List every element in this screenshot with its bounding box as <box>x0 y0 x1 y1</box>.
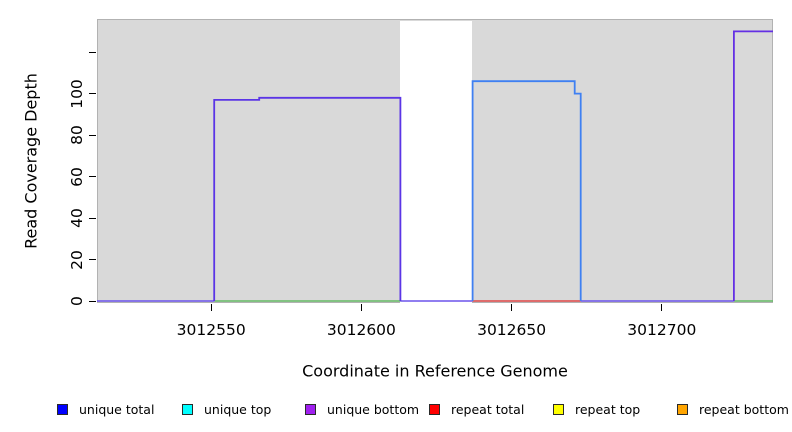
legend-item-unique-top: unique top <box>182 402 271 417</box>
legend-item-repeat-top: repeat top <box>553 402 640 417</box>
y-tick-label: 60 <box>68 166 86 187</box>
x-axis-title: Coordinate in Reference Genome <box>302 361 568 381</box>
x-tick-label: 3012550 <box>176 321 246 339</box>
x-tick-label: 3012700 <box>627 321 697 339</box>
y-tick-label: 100 <box>68 78 86 109</box>
y-tick <box>89 93 96 95</box>
legend-label-repeat-bottom: repeat bottom <box>699 402 789 417</box>
y-tick-label: 20 <box>68 249 86 270</box>
legend-label-unique-total: unique total <box>79 402 155 417</box>
y-tick <box>89 51 96 53</box>
y-tick-label: 40 <box>68 208 86 228</box>
legend-swatch-unique-top <box>182 404 193 415</box>
y-axis-title: Read Coverage Depth <box>21 73 41 249</box>
x-tick-label: 3012600 <box>326 321 396 339</box>
legend-label-unique-bottom: unique bottom <box>327 402 420 417</box>
x-tick-label: 3012650 <box>477 321 547 339</box>
legend-item-unique-bottom: unique bottom <box>305 402 419 417</box>
y-tick <box>89 134 96 136</box>
legend-swatch-repeat-bottom <box>677 404 688 415</box>
y-tick <box>89 217 96 219</box>
x-tick <box>661 304 663 311</box>
legend-label-repeat-top: repeat top <box>575 402 641 417</box>
y-tick-label: 0 <box>68 296 86 306</box>
y-tick <box>89 176 96 178</box>
legend-swatch-unique-total <box>57 404 68 415</box>
x-tick <box>360 304 362 311</box>
y-tick <box>89 259 96 260</box>
y-tick-label: 80 <box>68 125 86 145</box>
legend-label-repeat-total: repeat total <box>451 402 525 417</box>
legend-label-unique-top: unique top <box>204 402 272 417</box>
x-tick <box>210 304 212 311</box>
legend-swatch-repeat-top <box>553 404 564 415</box>
legend-item-repeat-bottom: repeat bottom <box>677 402 789 417</box>
legend-swatch-unique-bottom <box>305 404 316 415</box>
x-tick <box>511 304 513 311</box>
legend-item-unique-total: unique total <box>57 402 154 417</box>
y-tick <box>89 300 96 302</box>
legend-swatch-repeat-total <box>429 404 440 415</box>
legend-item-repeat-total: repeat total <box>429 402 524 417</box>
coverage-gap-region <box>400 21 473 303</box>
